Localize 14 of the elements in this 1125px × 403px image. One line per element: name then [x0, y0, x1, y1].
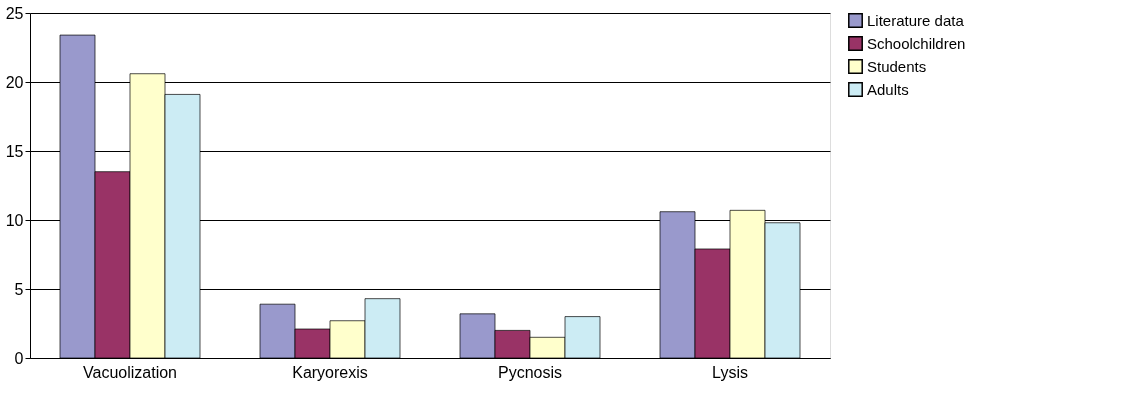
- legend-label: Students: [867, 57, 927, 75]
- y-tick-label: 0: [14, 349, 24, 367]
- x-tick-label: Vacuolization: [83, 363, 177, 381]
- y-tick-label: 5: [14, 280, 24, 298]
- legend-label: Literature data: [867, 11, 965, 29]
- y-tick-label: 20: [5, 73, 24, 91]
- legend-label: Adults: [867, 80, 909, 98]
- legend-label: Schoolchildren: [867, 34, 966, 52]
- x-tick-label: Karyorexis: [292, 363, 368, 381]
- x-tick-label: Pycnosis: [497, 363, 563, 381]
- y-tick-label: 25: [5, 4, 24, 22]
- x-tick-label: Lysis: [712, 363, 748, 381]
- y-tick-label: 15: [5, 142, 24, 160]
- y-tick-label: 10: [5, 211, 24, 229]
